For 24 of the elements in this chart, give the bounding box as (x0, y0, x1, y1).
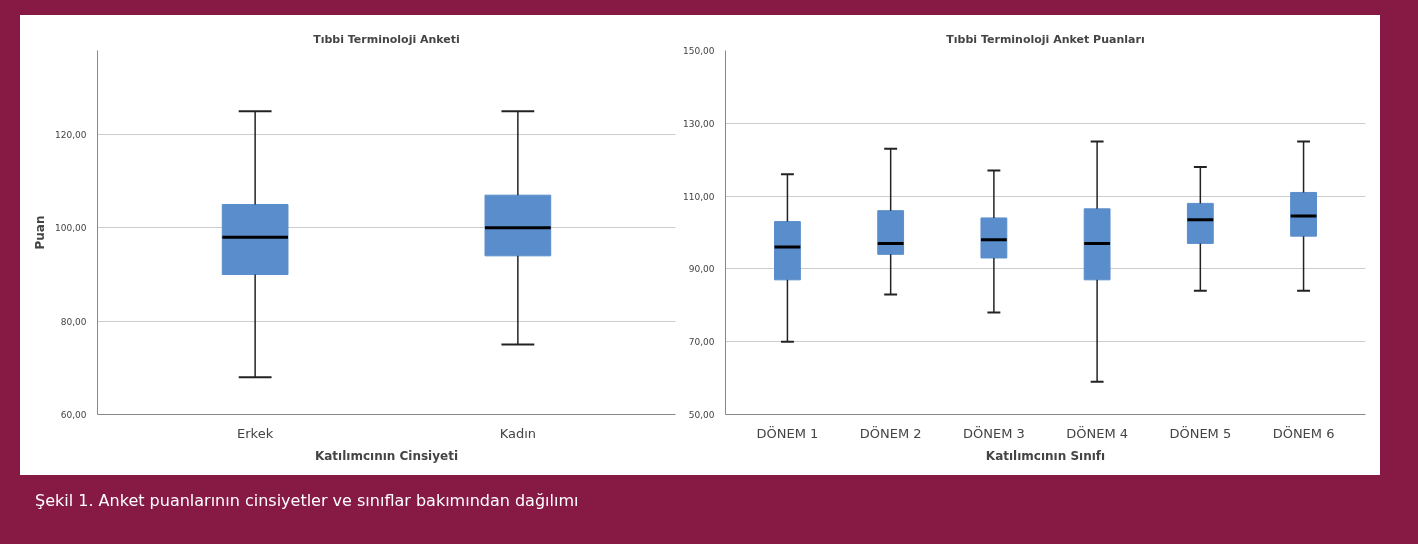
chart-title: Tıbbi Terminoloji Anketi (313, 32, 460, 46)
y-tick-label: 80,00 (60, 316, 87, 327)
x-tick-label: DÖNEM 5 (1169, 424, 1232, 441)
y-axis-title: Puan (33, 215, 48, 250)
chart-title: Tıbbi Terminoloji Anket Puanları (946, 32, 1145, 46)
x-tick-label: DÖNEM 4 (1066, 424, 1129, 441)
y-tick-label: 60,00 (60, 410, 87, 420)
y-tick-label: 150,00 (683, 46, 715, 56)
x-tick-label: DÖNEM 6 (1272, 424, 1335, 441)
x-axis-title: Katılımcının Cinsiyeti (314, 448, 459, 463)
x-axis-title: Katılımcının Sınıfı (985, 448, 1106, 463)
x-tick-label: DÖNEM 1 (756, 424, 819, 441)
y-tick-label: 70,00 (688, 337, 715, 348)
y-tick-label: 90,00 (688, 264, 715, 275)
y-tick-label: 100,00 (55, 223, 87, 234)
x-tick-label: Erkek (237, 425, 274, 441)
y-tick-label: 130,00 (683, 118, 715, 129)
x-tick-label: DÖNEM 3 (962, 424, 1025, 441)
y-tick-label: 50,00 (688, 410, 715, 420)
y-tick-label: 120,00 (55, 130, 87, 140)
text: Şekil 1. Anket puanlarının cinsiyetler ve sınıflar bakımından dağılımı (35, 490, 579, 512)
x-tick-label: DÖNEM 2 (859, 424, 922, 441)
y-tick-label: 110,00 (683, 191, 715, 202)
x-tick-label: Kadın (499, 425, 537, 441)
